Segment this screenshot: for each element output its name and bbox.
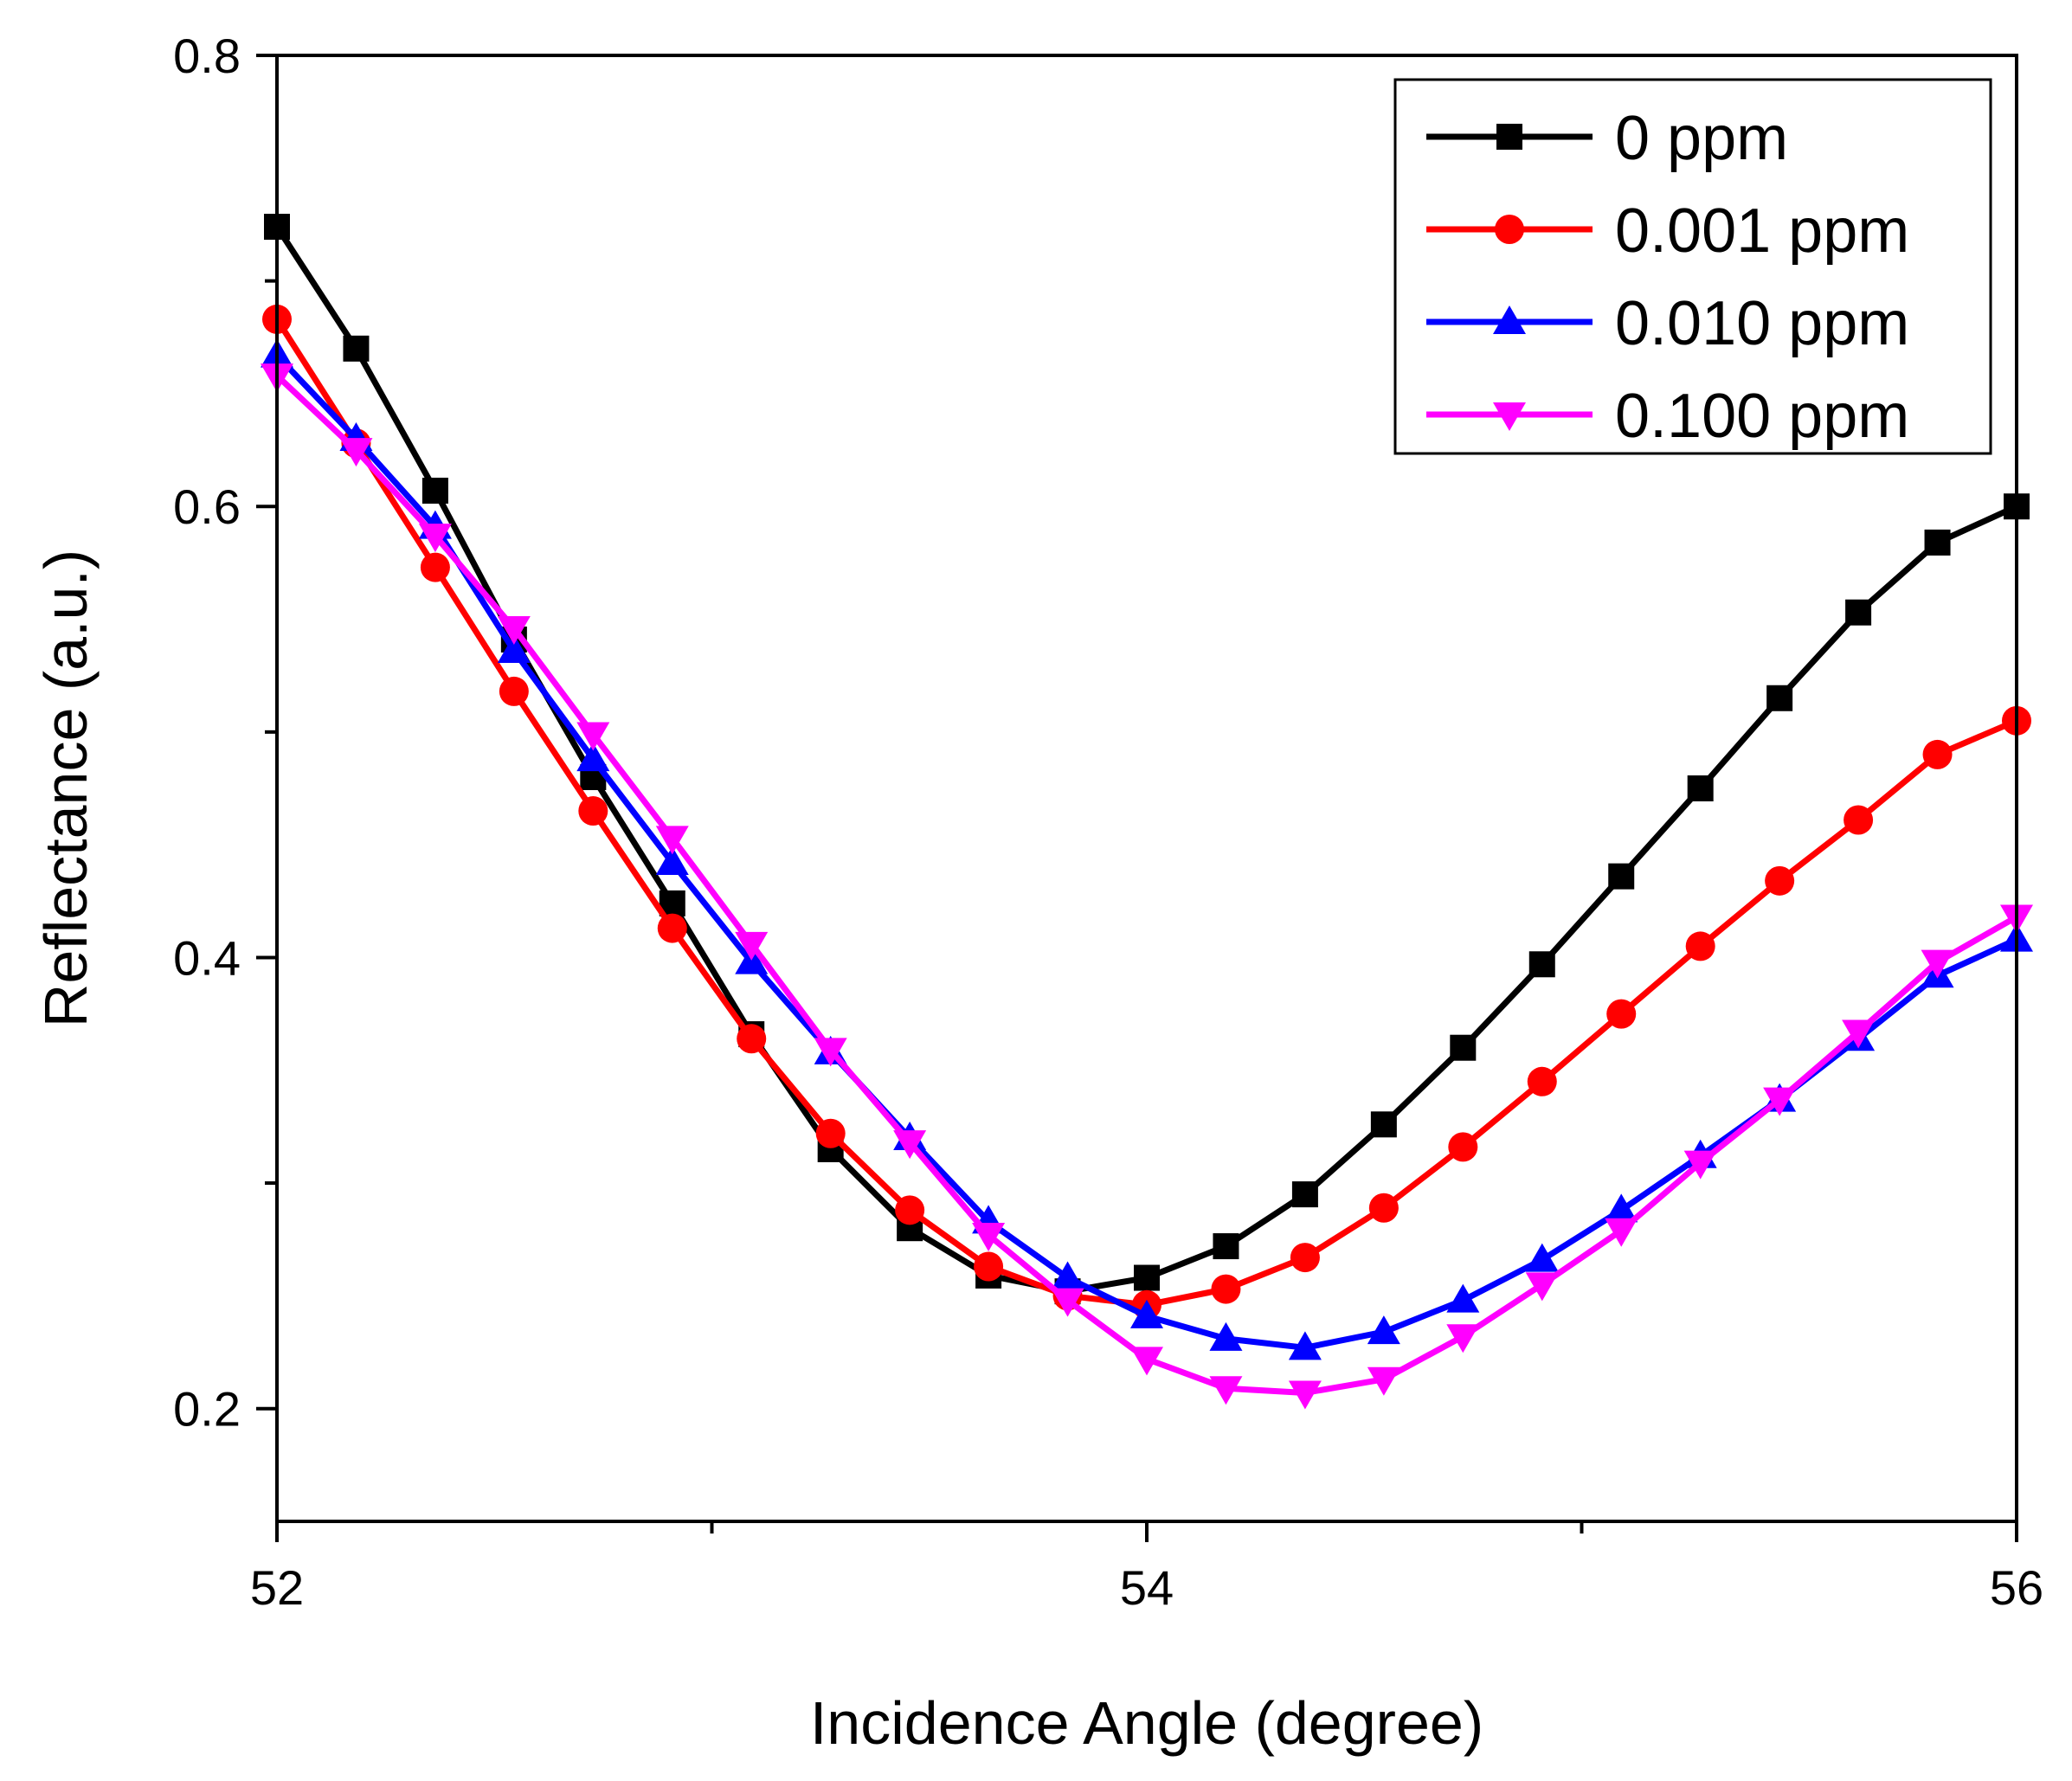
data-point-0-ppm (1845, 599, 1872, 626)
data-point-0-ppm (1687, 775, 1714, 801)
x-tick-label: 56 (1990, 1560, 2043, 1615)
legend-item-0-010-ppm: 0.010 ppm (1426, 289, 1909, 358)
data-point-0-010-ppm (1051, 1261, 1084, 1290)
data-point-0-001-ppm (578, 796, 608, 826)
legend-item-0-100-ppm: 0.100 ppm (1426, 382, 1909, 451)
legend-item-0-001-ppm: 0.001 ppm (1426, 196, 1909, 266)
legend-item-0-ppm: 0 ppm (1426, 104, 1788, 173)
x-tick-label: 54 (1120, 1560, 1174, 1615)
data-point-0-ppm (1608, 863, 1635, 890)
legend-label: 0.001 ppm (1615, 196, 1909, 266)
data-point-0-001-ppm (1844, 805, 1874, 835)
data-point-0-ppm (1528, 951, 1555, 978)
data-point-0-100-ppm (1367, 1366, 1400, 1396)
data-point-0-ppm (1450, 1034, 1477, 1061)
legend-marker (1495, 215, 1524, 244)
y-axis-title: Reflectance (a.u.) (32, 550, 100, 1027)
data-point-0-001-ppm (1765, 865, 1795, 896)
data-point-0-100-ppm (418, 524, 452, 553)
data-point-0-010-ppm (1525, 1243, 1559, 1272)
data-point-0-ppm (1213, 1233, 1239, 1260)
legend-label: 0.010 ppm (1615, 289, 1909, 358)
tick-labels: 52 54 56 0.2 0.4 0.6 0.8 (173, 29, 2043, 1615)
y-tick-label: 0.6 (173, 479, 241, 534)
data-point-0-100-ppm (1525, 1272, 1559, 1302)
legend: 0 ppm 0.001 ppm 0.010 ppm 0.100 ppm (1393, 78, 1992, 455)
data-point-0-100-ppm (972, 1223, 1006, 1252)
data-point-0-100-ppm (814, 1038, 847, 1067)
data-point-0-001-ppm (1448, 1132, 1478, 1162)
data-point-0-001-ppm (1527, 1066, 1557, 1096)
legend-marker (1496, 124, 1522, 150)
data-point-0-100-ppm (1446, 1324, 1480, 1353)
data-point-0-001-ppm (1606, 999, 1637, 1029)
plot-area (261, 214, 2033, 1410)
data-point-0-010-ppm (1605, 1193, 1638, 1223)
data-point-0-001-ppm (1685, 931, 1715, 961)
data-point-0-ppm (1370, 1111, 1397, 1138)
data-point-0-100-ppm (893, 1130, 927, 1160)
data-point-0-100-ppm (497, 615, 531, 645)
plot-frame (275, 54, 2018, 1523)
data-point-0-100-ppm (735, 931, 769, 961)
legend-marker (1493, 305, 1526, 334)
data-point-0-ppm (1766, 685, 1793, 711)
data-point-0-100-ppm (1683, 1150, 1717, 1180)
data-point-0-010-ppm (1209, 1321, 1243, 1351)
axes-ticks (256, 54, 2018, 1542)
x-axis-title: Incidence Angle (degree) (810, 1689, 1483, 1757)
data-point-0-010-ppm (1288, 1331, 1322, 1360)
data-point-0-010-ppm (655, 846, 689, 876)
series-0-100-ppm (261, 363, 2033, 1410)
data-point-0-100-ppm (339, 438, 373, 467)
data-point-0-010-ppm (1446, 1283, 1480, 1313)
legend-label: 0.100 ppm (1615, 382, 1909, 451)
data-point-0-001-ppm (974, 1251, 1004, 1282)
data-point-0-100-ppm (1921, 949, 1954, 979)
legend-box (1393, 78, 1992, 455)
data-point-0-100-ppm (1763, 1087, 1797, 1116)
data-point-0-001-ppm (1368, 1193, 1399, 1223)
data-point-0-001-ppm (657, 913, 687, 943)
data-point-0-100-ppm (1605, 1218, 1638, 1247)
data-point-0-001-ppm (815, 1118, 846, 1148)
y-tick-label: 0.8 (173, 29, 241, 83)
data-point-0-001-ppm (1290, 1243, 1320, 1273)
legend-marker (1493, 402, 1526, 431)
data-point-0-001-ppm (1211, 1274, 1241, 1304)
y-tick-label: 0.2 (173, 1382, 241, 1437)
data-point-0-100-ppm (576, 722, 610, 751)
data-point-0-010-ppm (576, 743, 610, 772)
data-point-0-ppm (343, 335, 370, 362)
data-point-0-ppm (421, 477, 448, 504)
data-point-0-ppm (1924, 529, 1951, 556)
data-point-0-100-ppm (1051, 1288, 1084, 1317)
data-point-0-ppm (1291, 1181, 1318, 1208)
y-tick-label: 0.4 (173, 930, 241, 985)
data-point-0-100-ppm (655, 826, 689, 855)
data-point-0-001-ppm (737, 1024, 767, 1054)
data-point-0-001-ppm (499, 676, 529, 706)
legend-label: 0 ppm (1615, 104, 1788, 173)
data-point-0-001-ppm (1922, 739, 1953, 769)
data-point-0-010-ppm (1367, 1315, 1400, 1345)
data-point-0-100-ppm (1209, 1376, 1243, 1405)
data-point-0-ppm (1134, 1264, 1160, 1291)
data-point-0-001-ppm (895, 1195, 925, 1225)
data-point-0-010-ppm (1130, 1299, 1163, 1328)
data-point-0-100-ppm (1130, 1347, 1163, 1376)
data-point-0-010-ppm (497, 634, 531, 664)
data-point-0-100-ppm (1288, 1380, 1322, 1410)
data-point-0-100-ppm (1842, 1019, 1876, 1049)
x-tick-label: 52 (250, 1560, 304, 1615)
data-point-0-001-ppm (420, 552, 450, 582)
